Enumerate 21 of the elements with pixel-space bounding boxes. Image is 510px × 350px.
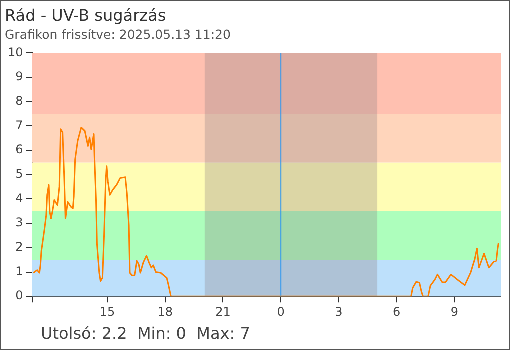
x-tick-label: 0 (277, 304, 285, 319)
text: Utolsó: 2.2 Min: 0 Max: 7 (41, 324, 250, 343)
y-tick-label: 8 (16, 94, 24, 108)
chart-title: Rád - UV-B sugárzás (5, 6, 166, 25)
y-tick-label: 2 (16, 240, 24, 254)
x-tick-label: 3 (335, 304, 343, 319)
chart-subtitle: Grafikon frissítve: 2025.05.13 11:20 (5, 26, 231, 42)
y-tick-label: 9 (16, 70, 24, 84)
x-tick-label: 9 (450, 304, 459, 319)
x-tick-label: 18 (158, 304, 174, 319)
y-tick-label: 0 (16, 288, 24, 303)
y-tick-label: 10 (8, 45, 24, 60)
x-tick-label: 6 (393, 304, 401, 319)
y-tick-label: 1 (16, 264, 24, 278)
x-tick-label: 15 (100, 304, 116, 319)
y-tick-label: 4 (16, 191, 24, 206)
y-tick-label: 3 (16, 216, 24, 230)
x-tick-label: 21 (216, 304, 231, 319)
y-tick-label: 5 (16, 167, 24, 182)
y-tick-label: 7 (16, 118, 24, 132)
y-tick-label: 6 (16, 142, 24, 157)
